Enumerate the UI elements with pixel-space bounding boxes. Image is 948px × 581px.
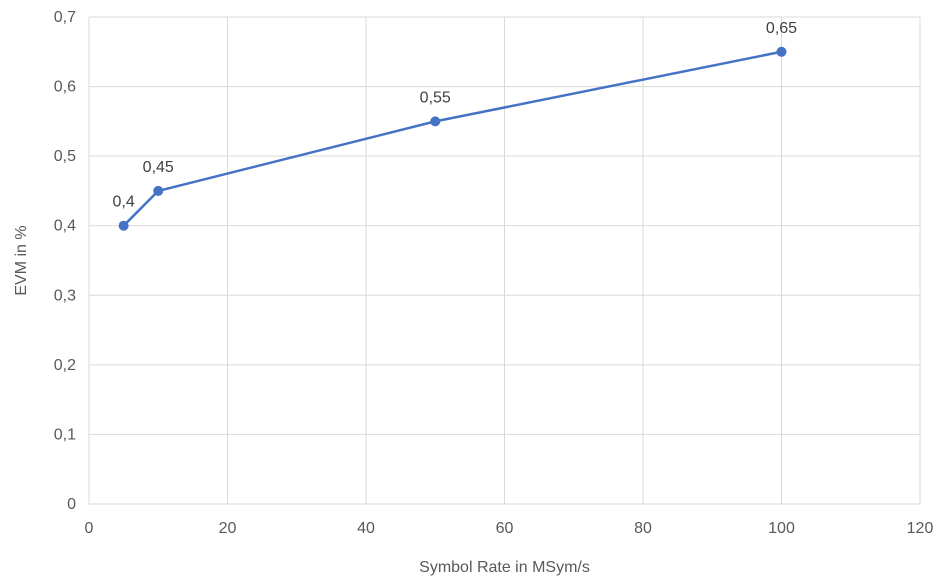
y-tick-label: 0,7	[54, 9, 76, 26]
x-tick-label: 20	[219, 520, 237, 537]
x-tick-label: 40	[357, 520, 375, 537]
grid	[88, 16, 921, 505]
y-tick-label: 0,1	[54, 426, 76, 443]
y-tick-label: 0,2	[54, 357, 76, 374]
series-line	[122, 50, 782, 227]
data-label: 0,45	[143, 159, 174, 176]
y-tick-label: 0,6	[54, 79, 76, 96]
y-tick-label: 0,5	[54, 148, 76, 165]
x-tick-label: 0	[85, 520, 94, 537]
x-axis-ticks: 0 20 40 60 80 100 120	[85, 520, 934, 537]
x-tick-label: 60	[496, 520, 514, 537]
data-point	[118, 220, 129, 231]
y-tick-label: 0,4	[54, 218, 76, 235]
series	[118, 46, 787, 231]
data-label: 0,55	[420, 89, 451, 106]
data-labels: 0,4 0,45 0,55 0,65	[113, 20, 798, 211]
y-axis-title: EVM in %	[13, 225, 30, 295]
data-label: 0,4	[113, 194, 135, 211]
x-tick-label: 100	[768, 520, 795, 537]
data-label: 0,65	[766, 20, 797, 37]
data-point	[430, 116, 441, 127]
x-tick-label: 80	[634, 520, 652, 537]
y-axis-ticks: 0 0,1 0,2 0,3 0,4 0,5 0,6 0,7	[54, 9, 76, 513]
data-point	[776, 46, 787, 57]
x-tick-label: 120	[907, 520, 934, 537]
y-tick-label: 0,3	[54, 287, 76, 304]
x-axis-title: Symbol Rate in MSym/s	[419, 559, 590, 576]
data-point	[153, 185, 164, 196]
y-tick-label: 0	[67, 496, 76, 513]
